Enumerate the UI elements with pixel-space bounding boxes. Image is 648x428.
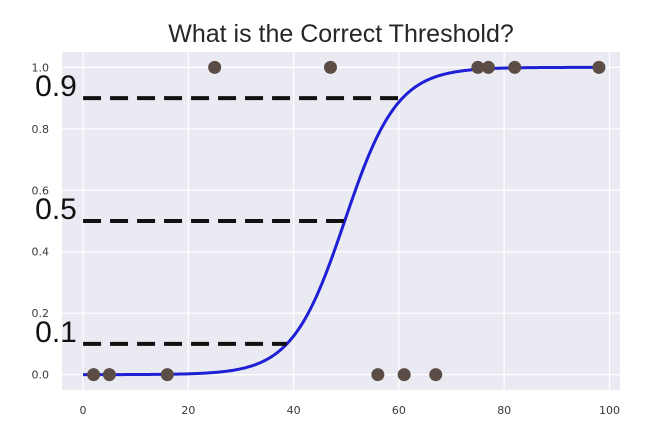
y-tick-label: 0.4	[32, 246, 50, 259]
threshold-layer: 0.9 0.5 0.1	[35, 70, 403, 349]
data-point	[429, 368, 443, 382]
threshold-label: 0.5	[35, 193, 77, 226]
y-tick-label: 1.0	[32, 61, 50, 74]
threshold-label: 0.9	[35, 70, 77, 103]
threshold-label: 0.1	[35, 316, 77, 349]
data-point	[508, 60, 522, 74]
data-point	[592, 60, 606, 74]
x-tick-label: 40	[287, 404, 301, 417]
data-point	[471, 60, 485, 74]
data-point	[323, 60, 337, 74]
y-tick-label: 0.8	[32, 123, 50, 136]
points-layer	[87, 60, 606, 382]
x-tick-label: 20	[181, 404, 195, 417]
data-point	[208, 60, 222, 74]
data-point	[371, 368, 385, 382]
y-tick-label: 0.2	[32, 307, 50, 320]
x-tick-label: 80	[497, 404, 511, 417]
data-point	[87, 368, 101, 382]
chart-title: What is the Correct Threshold?	[168, 20, 514, 48]
data-point	[160, 368, 174, 382]
data-point	[481, 60, 495, 74]
y-tick-label: 0.0	[32, 369, 50, 382]
tick-labels: 0 20 40 60 80 100 0.0 0.2 0.4 0.6 0.8 1.0	[32, 61, 620, 417]
x-tick-label: 100	[599, 404, 620, 417]
grid-lines	[62, 52, 620, 390]
data-point	[397, 368, 411, 382]
x-tick-label: 0	[80, 404, 87, 417]
data-point	[102, 368, 116, 382]
x-tick-label: 60	[392, 404, 406, 417]
y-tick-label: 0.6	[32, 184, 50, 197]
